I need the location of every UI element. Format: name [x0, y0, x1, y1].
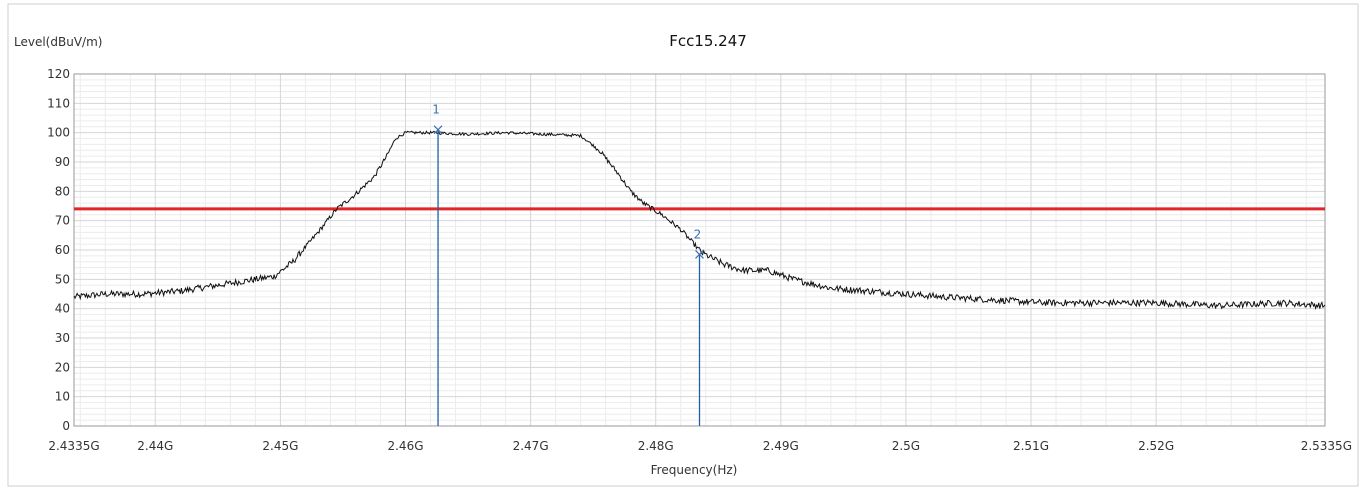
marker-1-point [433, 125, 443, 135]
y-tick-label: 110 [47, 96, 70, 110]
y-tick-label: 10 [55, 390, 70, 404]
chart-frame [7, 3, 1359, 487]
x-tick-label: 2.4335G [48, 439, 99, 453]
y-tick-label: 90 [55, 155, 70, 169]
series-trace-line [73, 130, 1326, 311]
y-tick-label: 60 [55, 243, 70, 257]
y-axis-ticks: 0 10 20 30 40 50 60 70 80 90 100 110 120 [47, 67, 70, 433]
chart-title: Fcc15.247 [669, 32, 747, 50]
x-tick-label: 2.49G [763, 439, 799, 453]
x-tick-label: 2.5G [892, 439, 920, 453]
x-axis-title: Frequency(Hz) [651, 463, 738, 477]
markers: 12 [432, 103, 704, 426]
x-tick-label: 2.46G [387, 439, 423, 453]
y-tick-label: 80 [55, 184, 70, 198]
x-tick-label: 2.52G [1138, 439, 1174, 453]
x-tick-label: 2.5335G [1301, 439, 1352, 453]
marker-2-point [695, 249, 704, 259]
x-tick-label: 2.47G [513, 439, 549, 453]
x-tick-label: 2.51G [1013, 439, 1049, 453]
y-tick-label: 100 [47, 126, 70, 140]
y-tick-label: 40 [55, 302, 70, 316]
y-tick-label: 0 [62, 419, 70, 433]
y-axis-title: Level(dBuV/m) [14, 35, 102, 49]
y-tick-label: 120 [47, 67, 70, 81]
x-tick-label: 2.44G [137, 439, 173, 453]
x-axis-ticks: 2.4335G 2.44G 2.45G 2.46G 2.47G 2.48G 2.49G 2.5… [48, 439, 1352, 453]
marker-2-label: 2 [694, 227, 702, 241]
y-tick-label: 20 [55, 360, 70, 374]
y-tick-label: 70 [55, 214, 70, 228]
y-tick-label: 50 [55, 272, 70, 286]
marker-1-label: 1 [432, 103, 440, 117]
x-tick-label: 2.48G [638, 439, 674, 453]
x-tick-label: 2.45G [262, 439, 298, 453]
y-tick-label: 30 [55, 331, 70, 345]
